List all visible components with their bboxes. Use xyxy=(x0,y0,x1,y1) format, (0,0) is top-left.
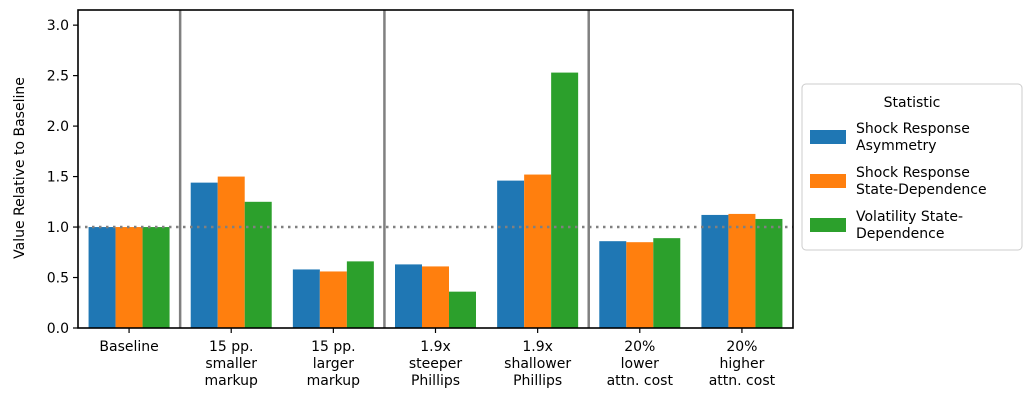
legend-swatch-1 xyxy=(810,130,846,144)
legend-swatch-3 xyxy=(810,218,846,232)
legend-swatch-2 xyxy=(810,174,846,188)
bar-2-6 xyxy=(626,242,654,328)
y-tick-label-2: 0.5 xyxy=(47,271,69,287)
legend-title: Statistic xyxy=(884,95,941,111)
x-tick-label-2: 15 pp. smaller markup xyxy=(205,339,259,389)
bar-3-3 xyxy=(346,261,374,328)
bar-2-7 xyxy=(728,213,756,328)
legend-box xyxy=(801,83,1023,251)
bar-2-3 xyxy=(319,271,347,328)
bar-3-5 xyxy=(551,72,579,328)
y-axis-label: Value Relative to Baseline xyxy=(12,77,28,259)
y-tick-label-6: 2.5 xyxy=(47,69,69,85)
bar-3-4 xyxy=(449,291,476,328)
y-tick-label-1: 0.0 xyxy=(47,321,69,337)
y-tick-label-5: 2.0 xyxy=(47,119,69,135)
bar-3-7 xyxy=(755,218,783,328)
x-tick-label-7: 20% higher attn. cost xyxy=(709,339,776,389)
x-axis: Baseline 15 pp. smaller markup 15 pp. larger m… xyxy=(99,328,776,389)
y-axis: 0.0 0.5 1.0 1.5 2.0 2.5 3.0 xyxy=(47,18,78,337)
x-tick-label-6: 20% lower attn. cost xyxy=(607,339,674,389)
bar-1-6 xyxy=(599,241,627,328)
group-separators xyxy=(178,10,590,328)
bar-2-1 xyxy=(115,227,143,328)
bar-1-4 xyxy=(395,264,422,328)
bars-layer xyxy=(88,72,783,328)
legend-label-3: Volatility State-Dependence xyxy=(856,209,963,242)
legend-label-1: Shock Response Asymmetry xyxy=(856,121,970,154)
y-tick-label-7: 3.0 xyxy=(47,18,69,34)
bar-3-6 xyxy=(653,238,681,328)
bar-2-4 xyxy=(422,266,449,328)
bar-1-7 xyxy=(701,214,729,328)
bar-1-2 xyxy=(190,182,218,328)
x-tick-label-5: 1.9x shallower Phillips xyxy=(504,339,571,389)
bar-1-5 xyxy=(497,180,525,328)
x-tick-label-1: Baseline xyxy=(99,339,158,355)
legend: Statistic Shock Response Asymmetry Shock Re… xyxy=(801,83,1023,251)
bar-2-5 xyxy=(524,174,552,328)
y-tick-label-4: 1.5 xyxy=(47,170,69,186)
bar-2-2 xyxy=(217,176,245,328)
x-tick-label-4: 1.9x steeper Phillips xyxy=(409,339,463,389)
bar-3-2 xyxy=(244,201,272,328)
bar-1-3 xyxy=(292,269,320,328)
y-tick-label-3: 1.0 xyxy=(47,220,69,236)
bar-3-1 xyxy=(142,227,170,328)
x-tick-label-3: 15 pp. larger markup xyxy=(307,339,361,389)
legend-label-2: Shock Response State-Dependence xyxy=(856,165,987,198)
bar-1-1 xyxy=(88,227,116,328)
